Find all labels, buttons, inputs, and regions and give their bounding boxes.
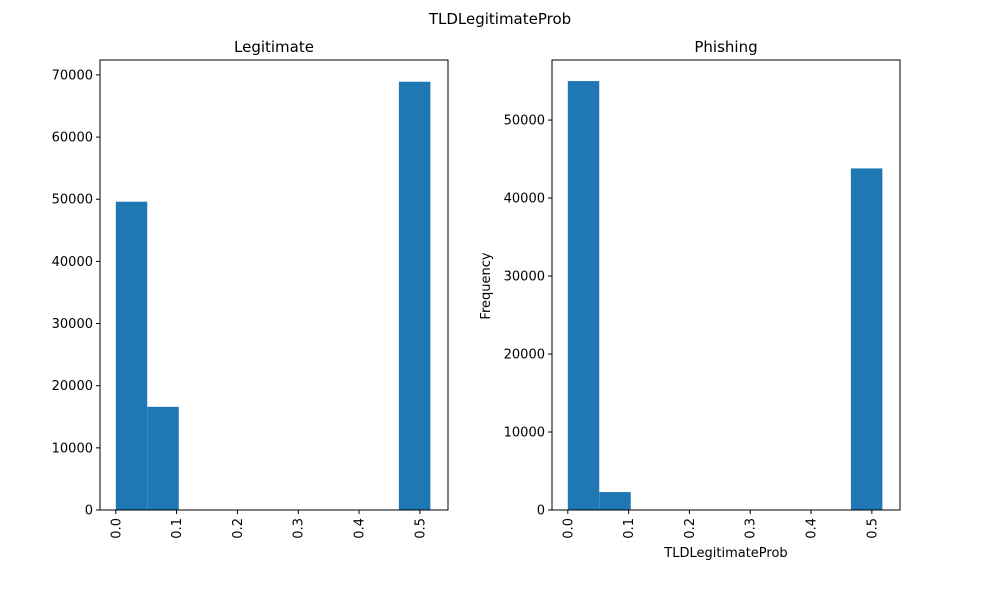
- axes-frame: [99, 59, 449, 511]
- y-tick-label: 70000: [52, 68, 93, 83]
- y-tick-label: 20000: [52, 379, 93, 394]
- y-tick-label: 50000: [52, 193, 93, 208]
- axes-frame: [551, 59, 901, 511]
- x-tick-label: 0.1: [170, 518, 185, 539]
- x-tick-label: 0.2: [231, 518, 246, 539]
- x-tick-label: 0.4: [805, 518, 820, 539]
- panel-phishing: Phishing TLDLegitimateProb Frequency 0 10…: [479, 38, 901, 561]
- histogram-bar: [147, 406, 179, 510]
- histogram-bar: [398, 81, 431, 510]
- x-tick-label: 0.0: [109, 518, 124, 539]
- histogram-bar: [850, 168, 883, 510]
- figure-suptitle: TLDLegitimateProb: [428, 10, 571, 28]
- y-tick-label: 0: [537, 504, 545, 519]
- x-tick-label: 0.0: [561, 518, 576, 539]
- y-tick-label: 0: [85, 504, 93, 519]
- x-tick-label: 0.1: [622, 518, 637, 539]
- histogram-bar: [115, 201, 148, 510]
- y-tick-label: 40000: [52, 255, 93, 270]
- x-tick-label: 0.4: [353, 518, 368, 539]
- y-tick-label: 30000: [504, 270, 545, 285]
- x-tick-label: 0.2: [683, 518, 698, 539]
- panel-title: Legitimate: [234, 38, 314, 56]
- y-tick-label: 30000: [52, 317, 93, 332]
- histogram-bar: [599, 492, 631, 510]
- y-tick-label: 60000: [52, 131, 93, 146]
- y-tick-label: 20000: [504, 348, 545, 363]
- histogram-bar: [567, 81, 600, 510]
- y-tick-label: 10000: [504, 426, 545, 441]
- x-tick-label: 0.5: [413, 518, 428, 539]
- x-tick-label: 0.3: [744, 518, 759, 539]
- panel-title: Phishing: [694, 38, 757, 56]
- x-tick-label: 0.5: [865, 518, 880, 539]
- y-tick-label: 10000: [52, 441, 93, 456]
- y-tick-label: 50000: [504, 114, 545, 129]
- y-axis-label: Frequency: [479, 252, 494, 319]
- panel-legitimate: Legitimate 0 10000 20000 30000 40000 50000 600…: [52, 38, 449, 539]
- x-axis-label: TLDLegitimateProb: [663, 546, 787, 561]
- x-tick-label: 0.3: [292, 518, 307, 539]
- y-tick-label: 40000: [504, 192, 545, 207]
